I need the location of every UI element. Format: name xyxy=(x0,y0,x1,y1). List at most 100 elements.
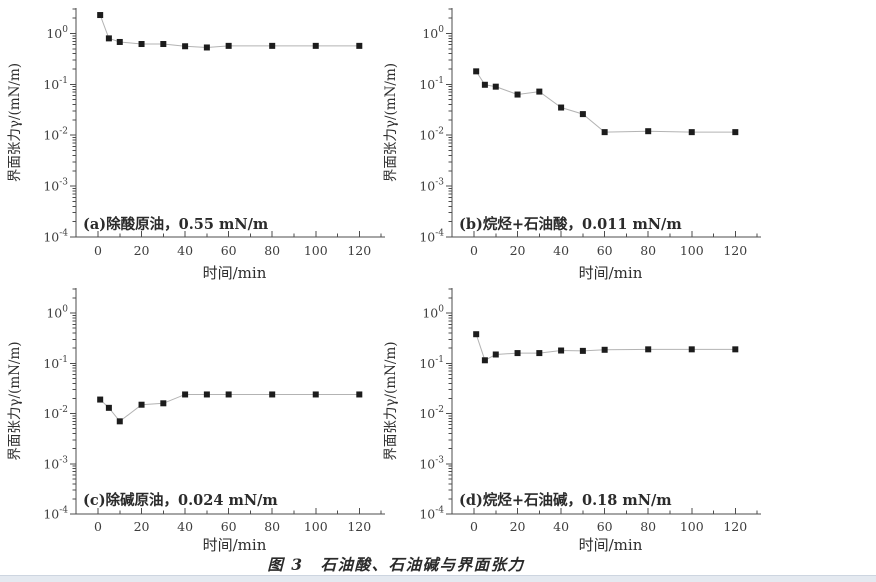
data-point xyxy=(356,42,363,49)
data-point xyxy=(558,104,565,111)
x-tick-label: 100 xyxy=(304,519,328,534)
x-tick-label: 60 xyxy=(221,519,237,534)
y-axis-label: 界面张力γ/(mN/m) xyxy=(383,63,399,182)
y-tick-label: 10-3 xyxy=(43,178,68,194)
x-tick-label: 20 xyxy=(134,243,150,258)
series-line xyxy=(99,393,360,423)
data-point xyxy=(601,346,608,353)
x-tick-label: 100 xyxy=(304,243,328,258)
data-point xyxy=(536,88,543,95)
subplot-b: 100 10-1 10-2 10-3 10-4 0 20 40 60 80 100 120 (b)烷烃+… xyxy=(376,0,814,290)
x-tick-label: 100 xyxy=(680,243,704,258)
data-point xyxy=(514,350,521,357)
x-axis-ticks: 0 20 40 60 80 100 120 xyxy=(94,508,382,534)
data-point xyxy=(492,83,499,90)
x-tick-label: 40 xyxy=(553,519,569,534)
subplot-annotation: (d)烷烃+石油碱，0.18 mN/m xyxy=(459,491,672,509)
axes-frame xyxy=(75,288,385,515)
x-axis-label: 时间/min xyxy=(579,264,643,282)
data-point xyxy=(225,42,232,49)
x-axis-ticks: 0 20 40 60 80 100 120 xyxy=(470,508,758,534)
subplot-d: 100 10-1 10-2 10-3 10-4 0 20 40 60 80 100 120 (d)烷烃+… xyxy=(376,282,814,558)
data-point xyxy=(269,42,276,49)
y-tick-label: 100 xyxy=(422,25,444,41)
x-tick-label: 20 xyxy=(134,519,150,534)
series-markers xyxy=(473,68,739,136)
data-point xyxy=(97,12,104,19)
data-point xyxy=(481,357,488,364)
x-tick-label: 60 xyxy=(597,519,613,534)
data-point xyxy=(312,391,319,398)
data-point xyxy=(203,391,210,398)
data-point xyxy=(473,331,480,338)
x-tick-label: 120 xyxy=(347,243,371,258)
data-point xyxy=(182,391,189,398)
data-point xyxy=(536,350,543,357)
y-axis-ticks: 100 10-1 10-2 10-3 10-4 xyxy=(43,288,76,522)
series-markers xyxy=(473,331,739,364)
x-tick-label: 0 xyxy=(470,243,478,258)
subplot-annotation: (c)除碱原油，0.024 mN/m xyxy=(83,491,278,509)
data-point xyxy=(312,42,319,49)
figure-caption: 图 3 石油酸、石油碱与界面张力 xyxy=(267,555,525,574)
x-axis-label: 时间/min xyxy=(203,264,267,282)
data-point xyxy=(138,41,145,48)
subplot-a: 100 10-1 10-2 10-3 10-4 0 20 40 60 80 100 120 (a)除酸原… xyxy=(0,0,438,290)
subplot-annotation: (b)烷烃+石油酸，0.011 mN/m xyxy=(459,215,682,233)
data-point xyxy=(645,128,652,135)
y-tick-label: 10-4 xyxy=(419,506,444,522)
x-tick-label: 40 xyxy=(177,243,193,258)
subplot-annotation: (a)除酸原油，0.55 mN/m xyxy=(83,215,269,233)
data-point xyxy=(160,41,167,48)
data-point xyxy=(579,111,586,118)
y-tick-label: 100 xyxy=(46,25,68,41)
subplot-b-canvas: 100 10-1 10-2 10-3 10-4 0 20 40 60 80 100 120 (b)烷烃+… xyxy=(383,8,761,282)
series-line xyxy=(475,71,736,133)
data-point xyxy=(116,418,123,425)
x-axis-ticks: 0 20 40 60 80 100 120 xyxy=(94,231,382,258)
data-point xyxy=(492,351,499,358)
y-tick-label: 10-1 xyxy=(419,355,444,371)
y-tick-label: 10-3 xyxy=(419,178,444,194)
x-tick-label: 120 xyxy=(723,243,747,258)
y-axis-ticks: 100 10-1 10-2 10-3 10-4 xyxy=(419,8,452,245)
x-tick-label: 80 xyxy=(640,519,656,534)
subplot-c: 100 10-1 10-2 10-3 10-4 0 20 40 60 80 100 120 (c)除碱原… xyxy=(0,282,438,558)
y-tick-label: 10-2 xyxy=(419,405,444,421)
data-point xyxy=(182,43,189,50)
y-tick-label: 10-1 xyxy=(419,76,444,92)
x-tick-label: 20 xyxy=(510,519,526,534)
x-tick-label: 0 xyxy=(470,519,478,534)
subplot-a-canvas: 100 10-1 10-2 10-3 10-4 0 20 40 60 80 100 120 (a)除酸原… xyxy=(7,8,385,282)
data-point xyxy=(601,129,608,136)
data-point xyxy=(138,401,145,408)
data-point xyxy=(481,81,488,88)
x-tick-label: 40 xyxy=(177,519,193,534)
x-axis-label: 时间/min xyxy=(579,536,643,554)
data-point xyxy=(732,346,739,353)
y-tick-label: 10-4 xyxy=(419,229,444,245)
x-tick-label: 80 xyxy=(264,519,280,534)
subplot-d-canvas: 100 10-1 10-2 10-3 10-4 0 20 40 60 80 100 120 (d)烷烃+… xyxy=(383,288,761,554)
data-point xyxy=(558,347,565,354)
y-tick-label: 10-2 xyxy=(43,405,68,421)
y-axis-ticks: 100 10-1 10-2 10-3 10-4 xyxy=(43,8,76,245)
data-point xyxy=(105,35,112,42)
y-tick-label: 10-3 xyxy=(43,455,68,471)
y-tick-label: 10-2 xyxy=(43,127,68,143)
axes-frame xyxy=(451,288,761,515)
data-point xyxy=(645,346,652,353)
data-point xyxy=(732,129,739,136)
bottom-divider xyxy=(0,575,876,582)
y-tick-label: 10-1 xyxy=(43,355,68,371)
y-tick-label: 100 xyxy=(46,305,68,321)
x-tick-label: 80 xyxy=(264,243,280,258)
series-markers xyxy=(97,391,363,425)
data-point xyxy=(160,400,167,407)
y-tick-label: 10-2 xyxy=(419,127,444,143)
data-point xyxy=(97,396,104,403)
subplot-c-canvas: 100 10-1 10-2 10-3 10-4 0 20 40 60 80 100 120 (c)除碱原… xyxy=(7,288,385,554)
data-point xyxy=(225,391,232,398)
y-axis-ticks: 100 10-1 10-2 10-3 10-4 xyxy=(419,288,452,522)
y-tick-label: 10-4 xyxy=(43,506,68,522)
